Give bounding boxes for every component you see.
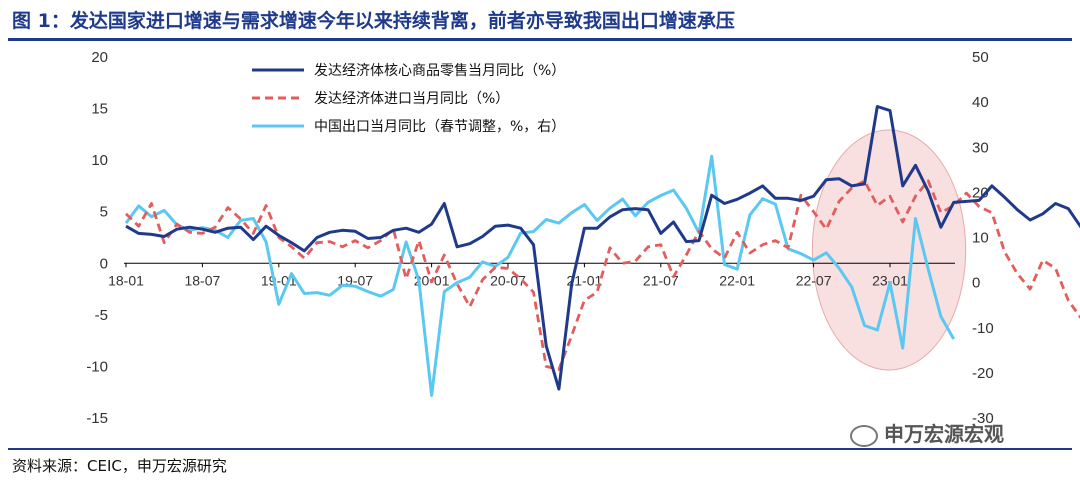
series-line-china-exports	[124, 154, 956, 397]
x-tick-label: 18-07	[184, 272, 220, 288]
y-right-tick-label: 20	[972, 184, 989, 201]
legend-label-imports: 发达经济体进口当月同比（%）	[314, 91, 509, 107]
y-left-tick-label: 20	[91, 49, 108, 66]
wechat-icon	[850, 424, 878, 447]
y-right-tick-label: -10	[972, 320, 994, 337]
y-left-tick-label: 0	[100, 255, 108, 272]
y-right-tick-label: -30	[972, 410, 994, 427]
y-left-tick-label: -5	[95, 307, 108, 324]
x-tick-label: 23-01	[872, 272, 908, 288]
y-right-tick-label: 10	[972, 230, 989, 247]
y-right-tick-label: 50	[972, 49, 989, 66]
x-tick-label: 22-07	[796, 272, 832, 288]
y-right-tick-label: -20	[972, 365, 994, 382]
y-right-tick-label: 30	[972, 139, 989, 156]
x-tick-label: 21-01	[566, 272, 602, 288]
chart-title: 图 1：发达国家进口增速与需求增速今年以来持续背离，前者亦导致我国出口增速承压	[12, 10, 735, 32]
title-rule	[8, 38, 1072, 41]
highlight-ellipse	[811, 129, 967, 371]
x-tick-label: 18-01	[108, 272, 144, 288]
y-left-tick-label: 5	[100, 204, 108, 221]
series-line-core-retail	[125, 105, 1080, 391]
watermark-text: 申万宏源宏观	[884, 422, 1004, 446]
y-left-tick-label: -15	[86, 410, 108, 427]
bottom-rule	[8, 448, 1072, 450]
x-tick-label: 21-07	[643, 272, 679, 288]
legend: 发达经济体核心商品零售当月同比（%） 发达经济体进口当月同比（%） 中国出口当月同比…	[252, 63, 565, 135]
y-left-tick-label: 10	[91, 152, 108, 169]
y-right-tick-label: 0	[972, 275, 980, 292]
legend-label-china-exports: 中国出口当月同比（春节调整，%，右）	[314, 119, 565, 135]
series-layer	[124, 105, 1080, 397]
legend-label-core-retail: 发达经济体核心商品零售当月同比（%）	[314, 63, 565, 79]
y-right-tick-label: 40	[972, 94, 989, 111]
watermark: 申万宏源宏观	[850, 418, 1004, 447]
x-tick-label: 22-01	[719, 272, 755, 288]
axes-layer: 18-01 18-07 19-01 19-07 20-01 20-07 21-01 21-07…	[86, 49, 993, 427]
highlight-layer	[811, 129, 967, 371]
y-left-tick-label: -10	[86, 358, 108, 375]
y-left-tick-label: 15	[91, 101, 108, 118]
series-line-imports	[125, 179, 1080, 371]
source-note: 资料来源：CEIC，申万宏源研究	[12, 457, 227, 475]
x-tick-label: 20-07	[490, 272, 526, 288]
